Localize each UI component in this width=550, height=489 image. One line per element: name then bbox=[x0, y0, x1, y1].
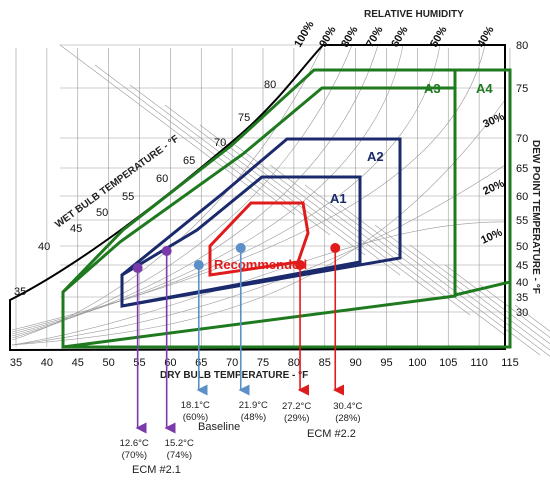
x-tick-45: 45 bbox=[72, 357, 84, 369]
data-point-ecm-2-1 bbox=[161, 246, 172, 256]
zone-label-recommended: Recommended bbox=[214, 257, 307, 272]
gridline-wet-bulb bbox=[199, 124, 401, 276]
gridline-wet-bulb bbox=[269, 164, 471, 316]
zone-label-a4: A4 bbox=[476, 81, 493, 96]
x-tick-40: 40 bbox=[41, 357, 53, 369]
gridline-wet-bulb bbox=[304, 184, 506, 336]
group-label-baseline: Baseline bbox=[198, 421, 240, 433]
x-tick-50: 50 bbox=[103, 357, 115, 369]
point-rh-label: (60%) bbox=[183, 412, 208, 423]
group-label-ecm-2-2: ECM #2.2 bbox=[307, 428, 356, 440]
wet-bulb-tick-labels: 35 40 45 50 55 60 65 70 75 80 bbox=[14, 79, 276, 298]
data-point-baseline bbox=[235, 243, 246, 253]
point-temp-label: 18.1°C bbox=[181, 400, 210, 411]
dew-point-tick-80: 80 bbox=[516, 40, 528, 52]
dew-point-tick-35: 35 bbox=[516, 292, 528, 304]
x-tick-95: 95 bbox=[380, 357, 392, 369]
data-point-ecm-2-2 bbox=[330, 243, 341, 253]
zone-recommended-outline bbox=[208, 201, 310, 277]
zone-a1-outline bbox=[120, 175, 362, 308]
point-rh-label: (28%) bbox=[335, 413, 360, 424]
saturation-curve bbox=[9, 44, 506, 352]
data-points: 12.6°C(70%)15.2°C(74%)18.1°C(60%)21.9°C(… bbox=[120, 243, 363, 461]
rh-curve bbox=[11, 44, 353, 339]
rh-curve-low bbox=[11, 221, 506, 346]
wet-bulb-tick-50: 50 bbox=[96, 207, 108, 219]
x-axis-title: DRY BULB TEMPERATURE - °F bbox=[160, 370, 308, 381]
x-tick-55: 55 bbox=[133, 357, 145, 369]
gridline-wet-bulb bbox=[479, 284, 550, 338]
gridline-wet-bulb bbox=[409, 244, 550, 351]
x-tick-85: 85 bbox=[319, 357, 331, 369]
point-temp-label: 21.9°C bbox=[239, 400, 268, 411]
wet-bulb-tick-55: 55 bbox=[122, 191, 134, 203]
x-tick-100: 100 bbox=[408, 357, 426, 369]
rh-label-20: 20% bbox=[481, 177, 506, 197]
x-tick-75: 75 bbox=[257, 357, 269, 369]
gridline-wet-bulb bbox=[129, 84, 331, 236]
point-temp-label: 15.2°C bbox=[165, 438, 194, 449]
right-axis-title: DEW POINT TEMPERATURE - °F bbox=[530, 140, 541, 294]
zone-a4-lower-edge bbox=[454, 280, 511, 297]
x-tick-65: 65 bbox=[195, 357, 207, 369]
x-tick-90: 90 bbox=[350, 357, 362, 369]
zone-label-a3: A3 bbox=[424, 81, 441, 96]
dew-point-tick-40: 40 bbox=[516, 277, 528, 289]
wet-bulb-tick-60: 60 bbox=[156, 173, 168, 185]
zone-label-a2: A2 bbox=[367, 149, 384, 164]
wet-bulb-tick-65: 65 bbox=[183, 155, 195, 167]
data-point-baseline bbox=[193, 260, 204, 270]
dew-point-tick-labels: 80 75 70 65 60 55 50 45 40 35 30 bbox=[516, 40, 528, 319]
wet-bulb-tick-80: 80 bbox=[264, 79, 276, 91]
wet-bulb-tick-75: 75 bbox=[238, 112, 250, 124]
gridline-wet-bulb bbox=[234, 144, 436, 296]
point-rh-label: (74%) bbox=[167, 450, 192, 461]
gridline-wet-bulb bbox=[59, 44, 261, 196]
wet-bulb-tick-70: 70 bbox=[214, 137, 226, 149]
x-tick-105: 105 bbox=[439, 357, 457, 369]
point-rh-label: (29%) bbox=[284, 413, 309, 424]
x-tick-80: 80 bbox=[288, 357, 300, 369]
zone-a3-outline bbox=[61, 86, 457, 349]
dew-point-tick-30: 30 bbox=[516, 307, 528, 319]
dew-point-tick-50: 50 bbox=[516, 241, 528, 253]
point-temp-label: 27.2°C bbox=[282, 401, 311, 412]
wet-bulb-tick-40: 40 bbox=[38, 241, 50, 253]
rh-label-10: 10% bbox=[479, 226, 504, 246]
gridline-wet-bulb bbox=[94, 64, 296, 216]
dew-point-tick-60: 60 bbox=[516, 191, 528, 203]
dew-point-tick-45: 45 bbox=[516, 260, 528, 272]
group-label-ecm-2-1: ECM #2.1 bbox=[132, 464, 181, 476]
x-tick-labels: 35 40 45 50 55 60 65 70 75 80 85 90 95 100 105 110 115 bbox=[10, 357, 519, 369]
gridline-wet-bulb bbox=[164, 104, 366, 256]
dew-point-tick-65: 65 bbox=[516, 163, 528, 175]
rh-curve-low bbox=[11, 99, 506, 346]
point-temp-label: 12.6°C bbox=[120, 438, 149, 449]
gridline-wet-bulb bbox=[514, 304, 550, 332]
dew-point-tick-70: 70 bbox=[516, 133, 528, 145]
rh-curve-low bbox=[11, 164, 506, 346]
data-point-ecm-2-2 bbox=[295, 260, 306, 270]
chart-title: RELATIVE HUMIDITY bbox=[364, 9, 464, 20]
gridline-wet-bulb bbox=[374, 224, 550, 357]
wet-bulb-tick-35: 35 bbox=[14, 286, 26, 298]
x-tick-115: 115 bbox=[501, 357, 519, 369]
zone-label-a1: A1 bbox=[330, 191, 347, 206]
rh-curve bbox=[11, 44, 324, 341]
point-temp-label: 30.4°C bbox=[333, 401, 362, 412]
rh-label-30: 30% bbox=[481, 110, 506, 130]
point-rh-label: (48%) bbox=[241, 412, 266, 423]
data-point-ecm-2-1 bbox=[132, 263, 143, 273]
x-tick-70: 70 bbox=[226, 357, 238, 369]
x-tick-110: 110 bbox=[470, 357, 488, 369]
dew-point-tick-75: 75 bbox=[516, 83, 528, 95]
point-rh-label: (70%) bbox=[122, 450, 147, 461]
wet-bulb-tick-45: 45 bbox=[70, 223, 82, 235]
x-tick-35: 35 bbox=[10, 357, 22, 369]
dew-point-tick-55: 55 bbox=[516, 215, 528, 227]
gridline-wet-bulb bbox=[339, 204, 541, 356]
